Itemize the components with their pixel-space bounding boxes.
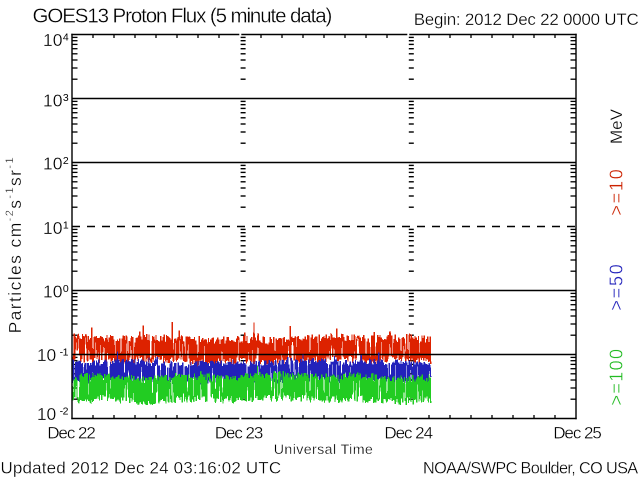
svg-text:Particles cm-2s-1sr-1: Particles cm-2s-1sr-1 [4, 156, 25, 333]
svg-text:Dec 24: Dec 24 [384, 424, 432, 443]
svg-text:3: 3 [63, 92, 69, 104]
svg-text:10: 10 [43, 281, 63, 301]
svg-text:>=100: >=100 [606, 348, 626, 406]
svg-text:Begin: 2012 Dec 22 0000 UTC: Begin: 2012 Dec 22 0000 UTC [414, 10, 639, 29]
svg-text:10: 10 [43, 30, 63, 50]
svg-text:10: 10 [43, 153, 63, 173]
svg-text:Dec 23: Dec 23 [215, 424, 263, 443]
svg-text:-2: -2 [60, 405, 69, 417]
svg-text:10: 10 [43, 218, 63, 238]
svg-text:>=50: >=50 [606, 262, 626, 310]
svg-text:Updated 2012 Dec 24 03:16:02 U: Updated 2012 Dec 24 03:16:02 UTC [1, 459, 282, 478]
svg-text:10: 10 [37, 345, 57, 365]
svg-text:1: 1 [63, 219, 69, 231]
svg-text:10: 10 [37, 404, 57, 424]
svg-text:10: 10 [43, 90, 63, 110]
svg-text:MeV: MeV [607, 108, 626, 144]
svg-text:Dec 25: Dec 25 [553, 424, 601, 443]
svg-text:-1: -1 [60, 347, 69, 359]
svg-text:NOAA/SWPC Boulder, CO USA: NOAA/SWPC Boulder, CO USA [423, 460, 638, 478]
svg-text:2: 2 [63, 155, 69, 167]
svg-text:4: 4 [63, 31, 69, 43]
svg-text:GOES13 Proton Flux (5 minute d: GOES13 Proton Flux (5 minute data) [33, 5, 332, 28]
svg-text:Universal Time: Universal Time [274, 442, 373, 458]
svg-text:0: 0 [63, 283, 69, 295]
svg-text:Dec 22: Dec 22 [47, 424, 95, 443]
svg-text:>=10: >=10 [606, 167, 626, 215]
